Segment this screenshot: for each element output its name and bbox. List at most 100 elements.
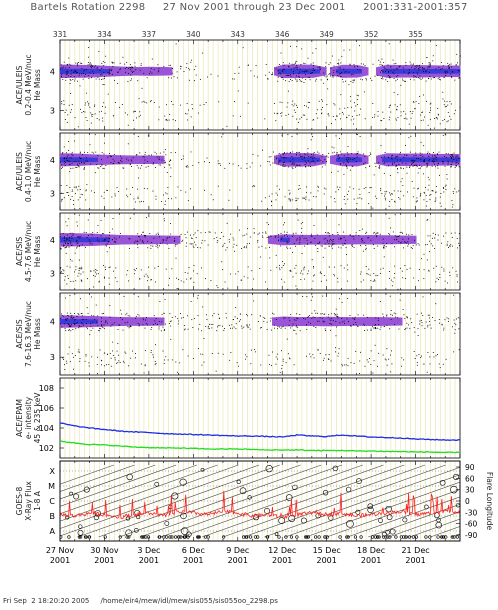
data-point — [392, 281, 394, 283]
data-point — [165, 239, 167, 241]
data-point — [394, 324, 396, 325]
data-point — [288, 324, 290, 326]
data-point — [119, 68, 121, 70]
density-band — [132, 235, 135, 245]
data-point — [124, 322, 126, 324]
density-band — [280, 316, 283, 327]
data-point — [77, 126, 79, 128]
data-point — [159, 152, 161, 154]
data-point — [67, 324, 69, 325]
density-band — [346, 235, 349, 245]
data-point — [101, 63, 103, 65]
data-point — [163, 363, 165, 365]
data-point — [357, 197, 359, 199]
data-point — [230, 327, 231, 329]
density-core — [64, 237, 67, 243]
data-point — [351, 165, 353, 167]
density-core — [342, 68, 345, 74]
density-core — [348, 157, 351, 163]
data-point — [144, 365, 146, 367]
data-point — [344, 242, 345, 244]
density-band — [332, 316, 335, 327]
data-point — [68, 325, 70, 327]
data-point — [60, 323, 61, 325]
data-point — [76, 243, 78, 245]
flare-marker — [146, 535, 151, 539]
data-point — [413, 79, 415, 81]
data-point — [91, 116, 93, 117]
data-point — [175, 120, 176, 122]
data-point — [420, 154, 422, 156]
data-point — [451, 245, 453, 247]
data-point — [432, 190, 434, 192]
data-point — [277, 70, 279, 72]
data-point — [282, 325, 284, 327]
data-point — [194, 232, 196, 234]
data-point — [300, 279, 302, 280]
data-point — [148, 154, 150, 156]
data-point — [222, 353, 224, 355]
density-core — [434, 68, 437, 74]
data-point — [304, 74, 306, 76]
data-point — [249, 328, 251, 330]
density-core — [338, 157, 341, 163]
data-point — [313, 151, 315, 153]
data-point — [66, 156, 68, 158]
flare-marker — [300, 517, 307, 524]
data-point — [313, 65, 315, 67]
data-point — [443, 235, 444, 237]
density-core — [382, 157, 385, 163]
data-point — [72, 78, 74, 80]
data-point — [426, 201, 428, 202]
data-point — [384, 193, 386, 195]
data-point — [399, 231, 401, 233]
data-point — [157, 64, 159, 66]
data-point — [328, 235, 330, 237]
data-point — [103, 277, 105, 279]
density-band — [392, 235, 395, 245]
data-point — [161, 159, 163, 161]
data-point — [190, 116, 192, 118]
data-point — [196, 273, 198, 275]
data-point — [189, 69, 191, 71]
data-point — [414, 239, 416, 241]
data-point — [249, 324, 250, 326]
data-point — [400, 241, 402, 243]
data-point — [114, 359, 116, 361]
data-point — [437, 153, 438, 155]
data-point — [102, 167, 104, 169]
data-point — [70, 79, 72, 81]
data-point — [277, 358, 278, 360]
data-point — [283, 152, 285, 154]
data-point — [417, 335, 419, 336]
data-point — [113, 322, 115, 324]
data-point — [66, 192, 68, 193]
data-point — [417, 188, 419, 190]
density-band — [292, 316, 295, 327]
data-point — [344, 80, 346, 82]
data-point — [108, 237, 110, 239]
data-point — [284, 235, 286, 237]
data-point — [404, 329, 406, 331]
data-point — [93, 315, 95, 317]
data-point — [358, 114, 360, 116]
data-point — [347, 357, 349, 359]
data-point — [429, 66, 431, 68]
data-point — [60, 233, 62, 235]
data-point — [357, 325, 359, 327]
density-band — [300, 234, 303, 245]
data-point — [164, 149, 166, 151]
data-point — [315, 113, 317, 115]
density-band — [348, 317, 351, 326]
data-point — [147, 247, 149, 249]
density-band — [382, 317, 385, 326]
data-point — [232, 319, 234, 321]
data-point — [435, 191, 437, 193]
data-point — [104, 76, 106, 78]
data-point — [335, 347, 336, 349]
density-band — [396, 317, 399, 326]
data-point — [80, 162, 82, 164]
data-point — [144, 327, 146, 329]
data-point — [68, 315, 70, 317]
data-point — [312, 316, 314, 318]
